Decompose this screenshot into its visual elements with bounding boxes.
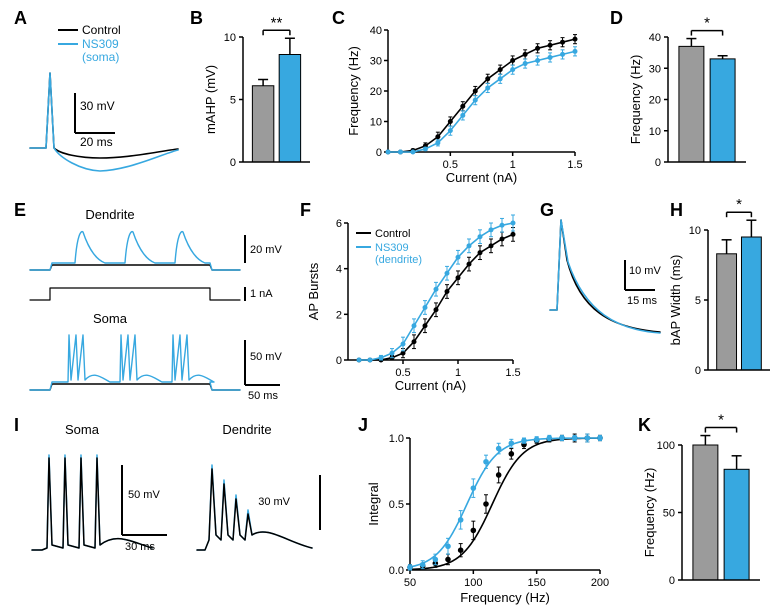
panel-label-I: I (14, 415, 19, 436)
svg-text:100: 100 (464, 577, 482, 589)
svg-text:0: 0 (695, 365, 701, 377)
svg-text:10: 10 (689, 225, 701, 237)
svg-text:*: * (736, 196, 742, 213)
svg-text:150: 150 (527, 577, 545, 589)
svg-text:Frequency (Hz): Frequency (Hz) (460, 590, 550, 605)
panel-H: 0510bAP Width (ms)* (660, 205, 775, 400)
panel-K: 050100Frequency (Hz)* (630, 420, 770, 610)
svg-text:1.5: 1.5 (505, 367, 520, 379)
svg-text:40: 40 (370, 25, 382, 37)
svg-text:30: 30 (370, 56, 382, 68)
panel-C: 0102030400.511.5Frequency (Hz)Current (n… (340, 12, 590, 190)
svg-text:Soma: Soma (93, 311, 128, 326)
svg-text:Frequency (Hz): Frequency (Hz) (628, 55, 643, 145)
svg-text:*: * (718, 412, 724, 429)
svg-text:10: 10 (370, 117, 382, 129)
svg-text:5: 5 (230, 95, 236, 107)
panel-A: ControlNS309(soma) 30 mV 20 ms (20, 18, 180, 193)
svg-text:2: 2 (336, 309, 342, 321)
svg-text:Current (nA): Current (nA) (446, 170, 518, 185)
svg-text:Control: Control (82, 23, 121, 37)
svg-text:6: 6 (336, 218, 342, 230)
svg-text:50: 50 (404, 577, 416, 589)
svg-text:0: 0 (230, 157, 236, 169)
svg-text:20: 20 (649, 95, 661, 107)
svg-text:20 mV: 20 mV (250, 244, 282, 256)
svg-text:10: 10 (649, 126, 661, 138)
svg-text:Dendrite: Dendrite (85, 207, 134, 222)
svg-text:50: 50 (663, 508, 675, 520)
svg-text:30 ms: 30 ms (125, 541, 155, 553)
svg-text:AP Bursts: AP Bursts (306, 262, 321, 320)
svg-text:(dendrite): (dendrite) (375, 254, 422, 266)
svg-text:100: 100 (657, 440, 675, 452)
svg-text:Integral: Integral (366, 482, 381, 525)
svg-text:20 ms: 20 ms (80, 135, 113, 149)
svg-text:10: 10 (224, 32, 236, 44)
svg-text:0: 0 (655, 157, 661, 169)
svg-text:40: 40 (649, 32, 661, 44)
svg-text:1 nA: 1 nA (250, 288, 273, 300)
svg-text:Current (nA): Current (nA) (395, 378, 467, 393)
panel-I: Soma 50 mV 30 ms Dendrite 30 mV (22, 420, 332, 610)
svg-text:30 mV: 30 mV (258, 496, 290, 508)
figure-root: AControlNS309(soma)30 mV20 msB0510mAHP (… (0, 0, 775, 615)
svg-text:15 ms: 15 ms (627, 295, 657, 307)
svg-text:30: 30 (649, 63, 661, 75)
svg-text:Frequency (Hz): Frequency (Hz) (346, 46, 361, 136)
svg-text:0: 0 (669, 575, 675, 587)
svg-text:0.0: 0.0 (389, 565, 404, 577)
svg-text:50 ms: 50 ms (248, 390, 278, 402)
svg-text:5: 5 (695, 295, 701, 307)
svg-text:0.5: 0.5 (389, 499, 404, 511)
svg-text:50 mV: 50 mV (128, 489, 160, 501)
svg-text:bAP Width (ms): bAP Width (ms) (668, 255, 683, 346)
svg-text:Soma: Soma (65, 422, 100, 437)
panel-E: Dendrite 20 mV 1 nA Soma 50 mV 50 ms (20, 205, 295, 405)
svg-text:1.0: 1.0 (389, 433, 404, 445)
panel-F: 02460.511.5AP BurstsCurrent (nA)ControlN… (308, 205, 528, 400)
svg-text:NS309: NS309 (375, 242, 409, 254)
panel-J: 0.0 0.5 1.0 50 100 150 200 Integral Frequency (H… (365, 420, 615, 610)
svg-text:Frequency (Hz): Frequency (Hz) (642, 468, 657, 558)
svg-text:**: ** (271, 14, 283, 31)
svg-text:200: 200 (591, 577, 609, 589)
panel-B: 0 5 10 mAHP (mV) ** (198, 12, 318, 187)
svg-text:30 mV: 30 mV (80, 99, 115, 113)
svg-text:(soma): (soma) (82, 50, 119, 64)
svg-text:50 mV: 50 mV (250, 351, 282, 363)
svg-text:10 mV: 10 mV (629, 265, 661, 277)
svg-text:Control: Control (375, 228, 410, 240)
svg-text:0: 0 (336, 355, 342, 367)
svg-text:*: * (704, 15, 710, 32)
panel-G: 10 mV 15 ms (545, 210, 670, 400)
svg-text:Dendrite: Dendrite (222, 422, 271, 437)
panel-D: 0 10 20 30 40 Frequency (Hz) * (620, 12, 760, 190)
svg-text:mAHP (mV): mAHP (mV) (203, 65, 218, 134)
svg-text:1.5: 1.5 (567, 159, 582, 171)
svg-text:NS309: NS309 (82, 37, 119, 51)
svg-text:0: 0 (376, 147, 382, 159)
svg-text:20: 20 (370, 86, 382, 98)
svg-text:4: 4 (336, 264, 342, 276)
